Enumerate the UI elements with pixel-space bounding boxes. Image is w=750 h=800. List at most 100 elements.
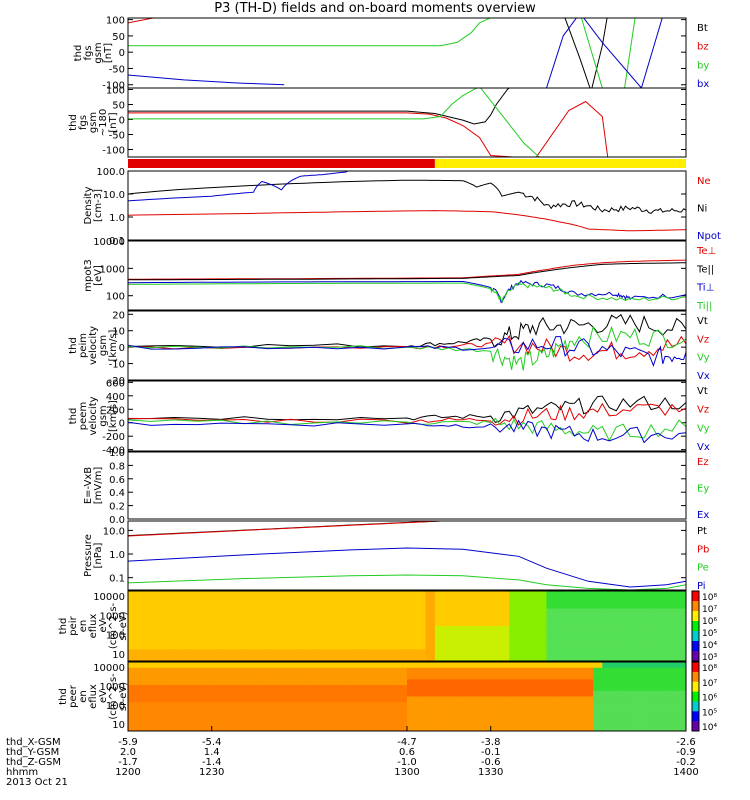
spectrogram-cell bbox=[416, 662, 427, 669]
spectrogram-cell bbox=[379, 614, 389, 621]
ylabel-line: sr-eV) bbox=[118, 682, 129, 711]
spectrogram-cell bbox=[295, 679, 306, 686]
spectrogram-cell bbox=[146, 655, 157, 661]
ylabel-line: velocity bbox=[88, 396, 99, 435]
spectrogram-cell bbox=[137, 725, 148, 731]
spectrogram-cell bbox=[183, 620, 194, 627]
spectrogram-cell bbox=[500, 596, 510, 604]
spectrogram-cell bbox=[527, 690, 538, 698]
spectrogram-cell bbox=[146, 685, 157, 692]
spectrogram-cell bbox=[295, 637, 306, 645]
spectrogram-cell bbox=[658, 673, 668, 680]
spectrogram-cell bbox=[248, 608, 259, 615]
spectrogram-cell bbox=[472, 690, 482, 698]
spectrogram-cell bbox=[593, 637, 603, 645]
spectrogram-cell bbox=[444, 673, 455, 680]
spectrogram-cell bbox=[360, 649, 371, 656]
spectrogram-cell bbox=[304, 655, 315, 661]
spectrogram-cell bbox=[230, 702, 241, 709]
spectrogram-cell bbox=[360, 637, 371, 645]
spectrogram-cell bbox=[221, 655, 231, 661]
spectrogram-cell bbox=[360, 643, 371, 650]
panel-frame bbox=[127, 520, 687, 591]
spectrogram-cell bbox=[453, 702, 464, 709]
spectrogram-cell bbox=[658, 685, 668, 692]
spectrogram-cell bbox=[574, 702, 585, 709]
series-group bbox=[128, 171, 686, 232]
ylabel-line: [nT] bbox=[103, 43, 114, 63]
series-line-Te⊥ bbox=[128, 259, 686, 280]
spectrogram-cell bbox=[658, 719, 668, 726]
spectrogram-cell bbox=[444, 602, 455, 610]
ylabel-line: eflux bbox=[88, 614, 99, 639]
spectrogram-cell bbox=[425, 696, 436, 703]
spectrogram-cell bbox=[434, 667, 445, 675]
ylabel-line: fgs bbox=[83, 45, 94, 60]
spectrogram-cell bbox=[369, 602, 380, 610]
spectrogram-cell bbox=[193, 725, 203, 731]
spectrogram-cell bbox=[472, 655, 482, 661]
spectrogram-cell bbox=[667, 702, 678, 709]
spectrogram-cell bbox=[397, 649, 408, 656]
spectrogram-cell bbox=[574, 662, 585, 669]
spectrogram-cell bbox=[397, 596, 408, 604]
series-line-Te|| bbox=[128, 262, 686, 281]
spectrogram-cell bbox=[574, 602, 585, 610]
spectrogram-cell bbox=[332, 637, 343, 645]
spectrogram-cell bbox=[155, 696, 166, 703]
spectrogram-cell bbox=[565, 713, 575, 721]
spectrogram-cell bbox=[276, 637, 287, 645]
spectrogram-cell bbox=[490, 591, 501, 598]
spectrogram-cell bbox=[602, 608, 613, 615]
spectrogram-cell bbox=[518, 614, 529, 621]
ylabel-line: thd bbox=[73, 45, 84, 62]
ylabel-line: gsm bbox=[98, 335, 109, 356]
spectrogram-cell bbox=[146, 719, 157, 726]
spectrogram-cell bbox=[267, 643, 278, 650]
spectrogram-cell bbox=[611, 631, 622, 639]
spectrogram-cell bbox=[537, 596, 548, 604]
spectrogram-cell bbox=[341, 643, 352, 650]
spectrogram-cell bbox=[174, 626, 185, 633]
spectrogram-cell bbox=[155, 602, 166, 610]
spectrogram-cell bbox=[462, 679, 473, 686]
spectrogram-cell bbox=[276, 643, 287, 650]
spectrogram-cell bbox=[481, 591, 492, 598]
spectrogram-cell bbox=[183, 713, 194, 721]
spectrogram-cell bbox=[276, 655, 287, 661]
spectrogram-cell bbox=[407, 591, 417, 598]
spectrogram-cell bbox=[583, 673, 594, 680]
spectrogram-cell bbox=[518, 679, 529, 686]
spectrogram-cell bbox=[639, 655, 650, 661]
spectrogram-cell bbox=[546, 696, 557, 703]
spectrogram-cell bbox=[434, 655, 445, 661]
spectrogram-cell bbox=[462, 690, 473, 698]
spectrogram-cell bbox=[351, 643, 362, 650]
spectrogram-cell bbox=[602, 719, 613, 726]
spectrogram-cell bbox=[258, 725, 269, 731]
spectrogram-cell bbox=[183, 725, 194, 731]
spectrogram-cell bbox=[593, 708, 603, 715]
spectrogram-cell bbox=[593, 614, 603, 621]
spectrogram-cell bbox=[453, 655, 464, 661]
spectrogram-cell bbox=[193, 679, 203, 686]
spectrogram-cell bbox=[351, 655, 362, 661]
spectrogram-cell bbox=[174, 673, 185, 680]
spectrogram-cell bbox=[546, 655, 557, 661]
spectrogram-cell bbox=[574, 655, 585, 661]
spectrogram-cell bbox=[500, 685, 510, 692]
spectrogram-cell bbox=[211, 643, 222, 650]
spectrogram-cell bbox=[416, 702, 427, 709]
spectrogram-cell bbox=[416, 649, 427, 656]
spectrogram-cell bbox=[676, 708, 686, 715]
spectrogram-cell bbox=[397, 725, 408, 731]
spectrogram-cell bbox=[304, 725, 315, 731]
spectrogram-cell bbox=[323, 608, 334, 615]
spectrogram-cell bbox=[490, 608, 501, 615]
spectrogram-cell bbox=[369, 713, 380, 721]
spectrogram-cell bbox=[527, 667, 538, 675]
spectrogram-cell bbox=[165, 626, 176, 633]
spectrogram-cell bbox=[667, 690, 678, 698]
spectrogram-cell bbox=[137, 620, 148, 627]
spectrogram-cell bbox=[258, 608, 269, 615]
